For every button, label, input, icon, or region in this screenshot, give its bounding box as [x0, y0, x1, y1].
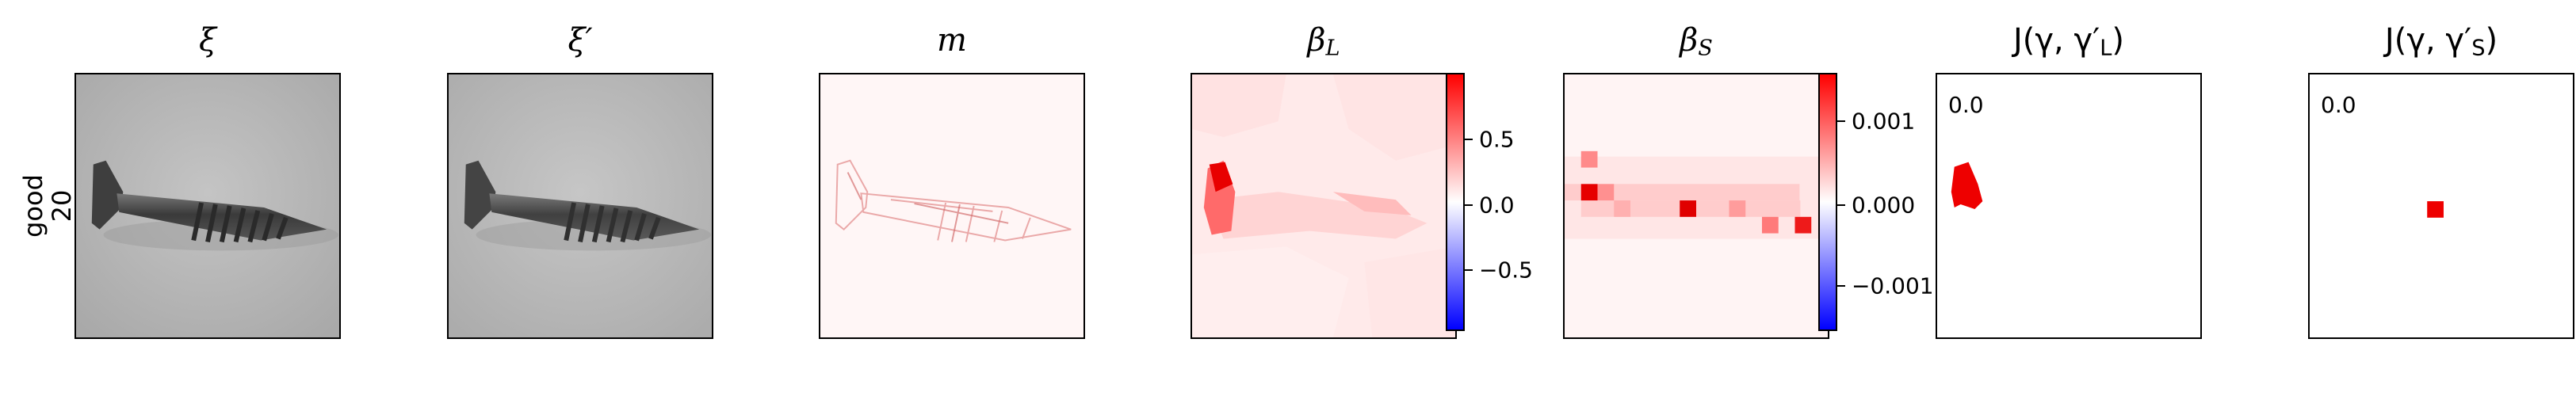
- title-beta-L: βL: [1191, 22, 1457, 60]
- title-beta-S: βS: [1563, 22, 1829, 60]
- title-m: m: [937, 22, 967, 59]
- panel-xi-image: [75, 73, 341, 339]
- title-beta-S-sub: S: [1698, 36, 1713, 61]
- colorbar-S-tick-label: 0.001: [1852, 108, 1916, 135]
- colorbar-L-tick: [1465, 139, 1473, 140]
- title-J-S-sub: S: [2471, 36, 2486, 61]
- screw-image-reconstruction: [449, 74, 712, 337]
- title-J-L-prefix: J(γ, γ′: [2012, 22, 2100, 59]
- screw-image: [76, 74, 339, 337]
- colorbar-L-tick-label: 0.0: [1479, 192, 1515, 219]
- colorbar-S-tick: [1837, 204, 1845, 206]
- colorbar-S-tick: [1837, 285, 1845, 287]
- title-J-S: J(γ, γ′S): [2308, 22, 2574, 60]
- title-J-L-suffix: ): [2112, 22, 2125, 59]
- beta-S-heatmap: [1565, 74, 1828, 337]
- title-beta-S-base: β: [1680, 22, 1699, 59]
- panel-xi-prime-image: [447, 73, 713, 339]
- row-label-class: good: [18, 174, 48, 238]
- row-label-index: 20: [47, 189, 77, 223]
- colorbar-S-tick-label: 0.000: [1852, 192, 1916, 219]
- J-L-mask-image: [1937, 74, 2200, 337]
- colorbar-beta-S: [1818, 73, 1837, 331]
- J-S-mask-image: [2310, 74, 2573, 337]
- colorbar-L-tick-label: 0.5: [1479, 126, 1515, 153]
- colorbar-L-tick: [1465, 269, 1473, 271]
- panel-m-map: [819, 73, 1085, 339]
- panel-J-S-mask: 0.0: [2308, 73, 2574, 339]
- panel-beta-L-map: [1191, 73, 1457, 339]
- difference-map: [820, 74, 1084, 337]
- title-beta-L-sub: L: [1325, 36, 1340, 61]
- title-xi: ξ: [198, 22, 217, 59]
- title-J-S-prefix: J(γ, γ′: [2384, 22, 2472, 59]
- J-L-value: 0.0: [1948, 92, 1984, 118]
- title-beta-L-base: β: [1307, 22, 1326, 59]
- beta-L-heatmap: [1192, 74, 1455, 337]
- J-S-value: 0.0: [2321, 92, 2356, 118]
- title-J-L: J(γ, γ′L): [1936, 22, 2202, 60]
- title-xi-prime: ξ′: [568, 22, 593, 59]
- colorbar-S-tick-label: −0.001: [1852, 272, 1934, 299]
- panel-beta-S-map: [1563, 73, 1829, 339]
- title-J-S-suffix: ): [2485, 22, 2498, 59]
- colorbar-L-tick-label: −0.5: [1479, 257, 1533, 284]
- colorbar-S-tick: [1837, 120, 1845, 122]
- colorbar-beta-L: [1446, 73, 1465, 331]
- title-J-L-sub: L: [2100, 36, 2112, 61]
- colorbar-L-tick: [1465, 204, 1473, 206]
- panel-J-L-mask: 0.0: [1936, 73, 2202, 339]
